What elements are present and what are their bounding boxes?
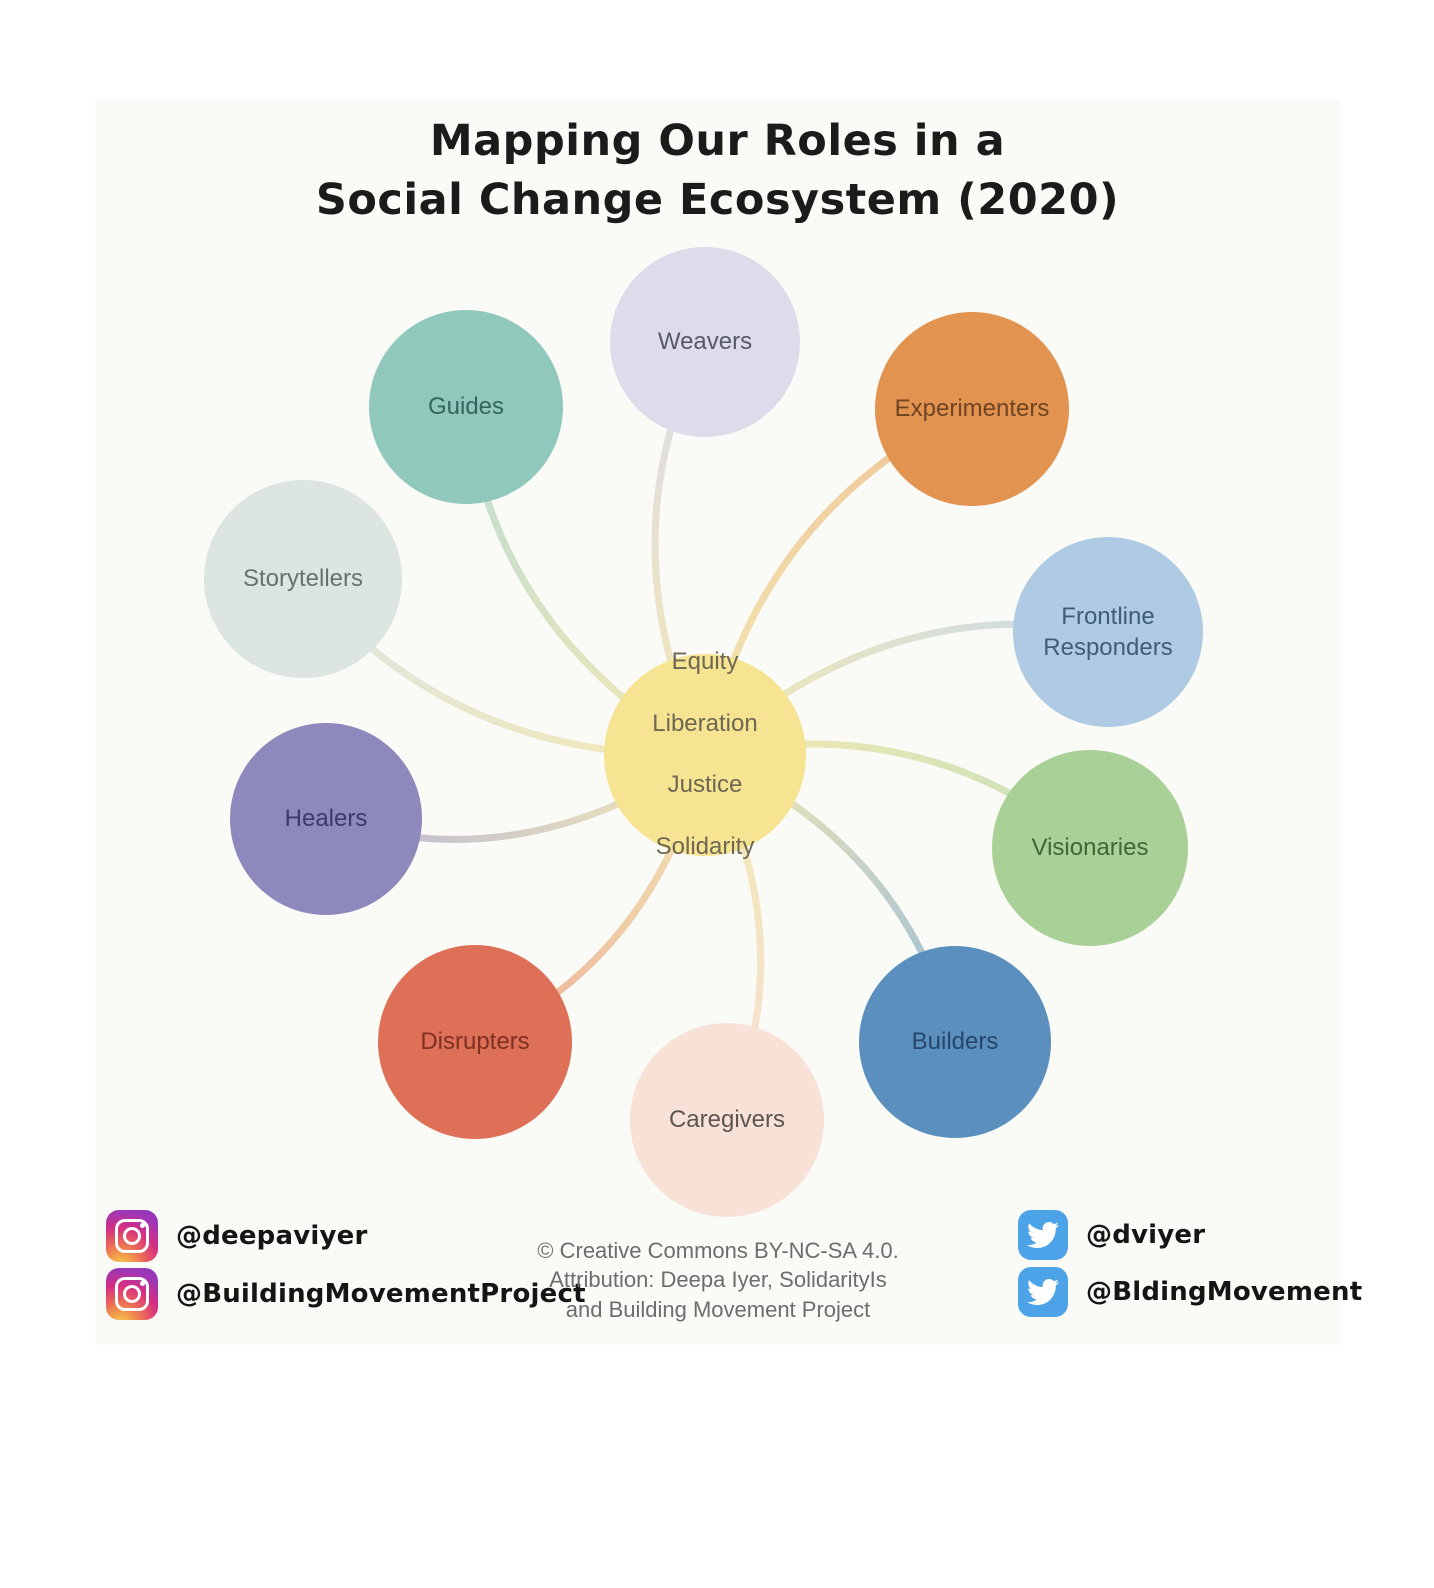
role-label-disrupters: Disrupters: [420, 1028, 530, 1056]
role-label-frontline-responders: Frontline Responders: [1043, 602, 1173, 661]
title-line-1: Mapping Our Roles in a: [429, 116, 1006, 166]
role-label-experimenters: Experimenters: [894, 395, 1050, 423]
twitter-handle-dviyer: @dviyer: [1086, 1220, 1206, 1250]
center-values-label: Equity Liberation Justice Solidarity: [652, 648, 758, 860]
role-circle-frontline-responders: Frontline Responders: [1013, 537, 1203, 727]
attribution-line-3: and Building Movement Project: [565, 1296, 871, 1322]
instagram-handle-buildingmovementproject: @BuildingMovementProject: [176, 1279, 586, 1309]
role-label-caregivers: Caregivers: [668, 1106, 786, 1134]
role-label-builders: Builders: [911, 1028, 999, 1056]
twitter-handle-bldingmovement: @BldingMovement: [1086, 1277, 1363, 1307]
twitter-row-1: @dviyer: [1018, 1210, 1205, 1260]
role-label-visionaries: Visionaries: [1031, 834, 1149, 862]
license-attribution: © Creative Commons BY-NC-SA 4.0. Attribu…: [518, 1236, 918, 1324]
instagram-icon: [106, 1210, 158, 1262]
title-line-2: Social Change Ecosystem (2020): [315, 175, 1120, 226]
role-label-weavers: Weavers: [657, 328, 753, 356]
attribution-line-2: Attribution: Deepa Iyer, SolidarityIs: [549, 1267, 887, 1293]
twitter-row-2: @BldingMovement: [1018, 1267, 1362, 1317]
role-circle-caregivers: Caregivers: [630, 1023, 824, 1217]
twitter-icon: [1018, 1210, 1068, 1260]
role-circle-disrupters: Disrupters: [378, 945, 572, 1139]
role-label-healers: Healers: [284, 805, 368, 833]
instagram-row-1: @deepaviyer: [106, 1210, 368, 1262]
twitter-icon: [1018, 1267, 1068, 1317]
twitter-bird-glyph: [1027, 1279, 1059, 1306]
instagram-icon: [106, 1268, 158, 1320]
instagram-camera-frame: [115, 1219, 149, 1253]
role-circle-weavers: Weavers: [610, 247, 800, 437]
instagram-row-2: @BuildingMovementProject: [106, 1268, 586, 1320]
instagram-camera-flash-dot: [140, 1223, 145, 1228]
twitter-bird-glyph: [1027, 1222, 1059, 1249]
role-circle-builders: Builders: [859, 946, 1051, 1138]
instagram-camera-flash-dot: [140, 1281, 145, 1286]
role-label-storytellers: Storytellers: [242, 565, 364, 593]
role-circle-experimenters: Experimenters: [875, 312, 1069, 506]
role-label-guides: Guides: [427, 393, 505, 421]
page-title: Mapping Our Roles in a Social Change Eco…: [95, 112, 1340, 231]
attribution-line-1: © Creative Commons BY-NC-SA 4.0.: [537, 1238, 899, 1263]
role-circle-visionaries: Visionaries: [992, 750, 1188, 946]
instagram-camera-frame: [115, 1277, 149, 1311]
instagram-handle-deepaviyer: @deepaviyer: [176, 1221, 368, 1251]
role-circle-guides: Guides: [369, 310, 563, 504]
instagram-camera-lens: [123, 1227, 141, 1245]
role-circle-healers: Healers: [230, 723, 422, 915]
role-circle-storytellers: Storytellers: [204, 480, 402, 678]
instagram-camera-lens: [123, 1285, 141, 1303]
center-circle-values: Equity Liberation Justice Solidarity: [604, 648, 806, 860]
